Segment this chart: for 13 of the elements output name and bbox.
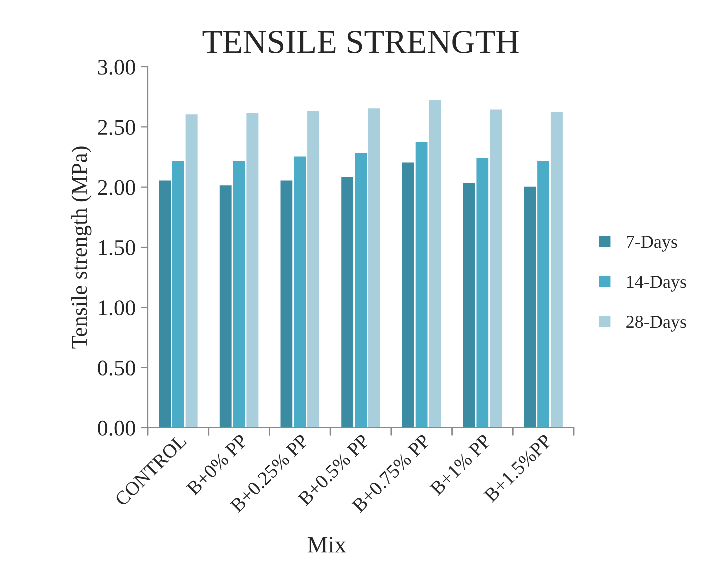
x-axis-title: Mix xyxy=(308,537,346,553)
legend-label: 28-Days xyxy=(626,316,686,332)
y-tick-label: 0.50 xyxy=(98,360,136,376)
y-tick-label: 2.00 xyxy=(98,180,136,196)
y-tick-label: 1.50 xyxy=(99,240,136,256)
y-tick-label: 3.00 xyxy=(98,60,136,76)
y-axis-title: Tensile strength (MPa) xyxy=(72,146,92,349)
legend-label: 14-Days xyxy=(627,276,686,292)
y-tick-label: 1.00 xyxy=(99,300,136,316)
chart-title: TENSILE STRENGTH xyxy=(202,31,519,54)
legend-label: 7-Days xyxy=(627,236,678,252)
y-tick-label: 2.50 xyxy=(98,120,136,136)
y-tick-label: 0.00 xyxy=(98,420,136,436)
